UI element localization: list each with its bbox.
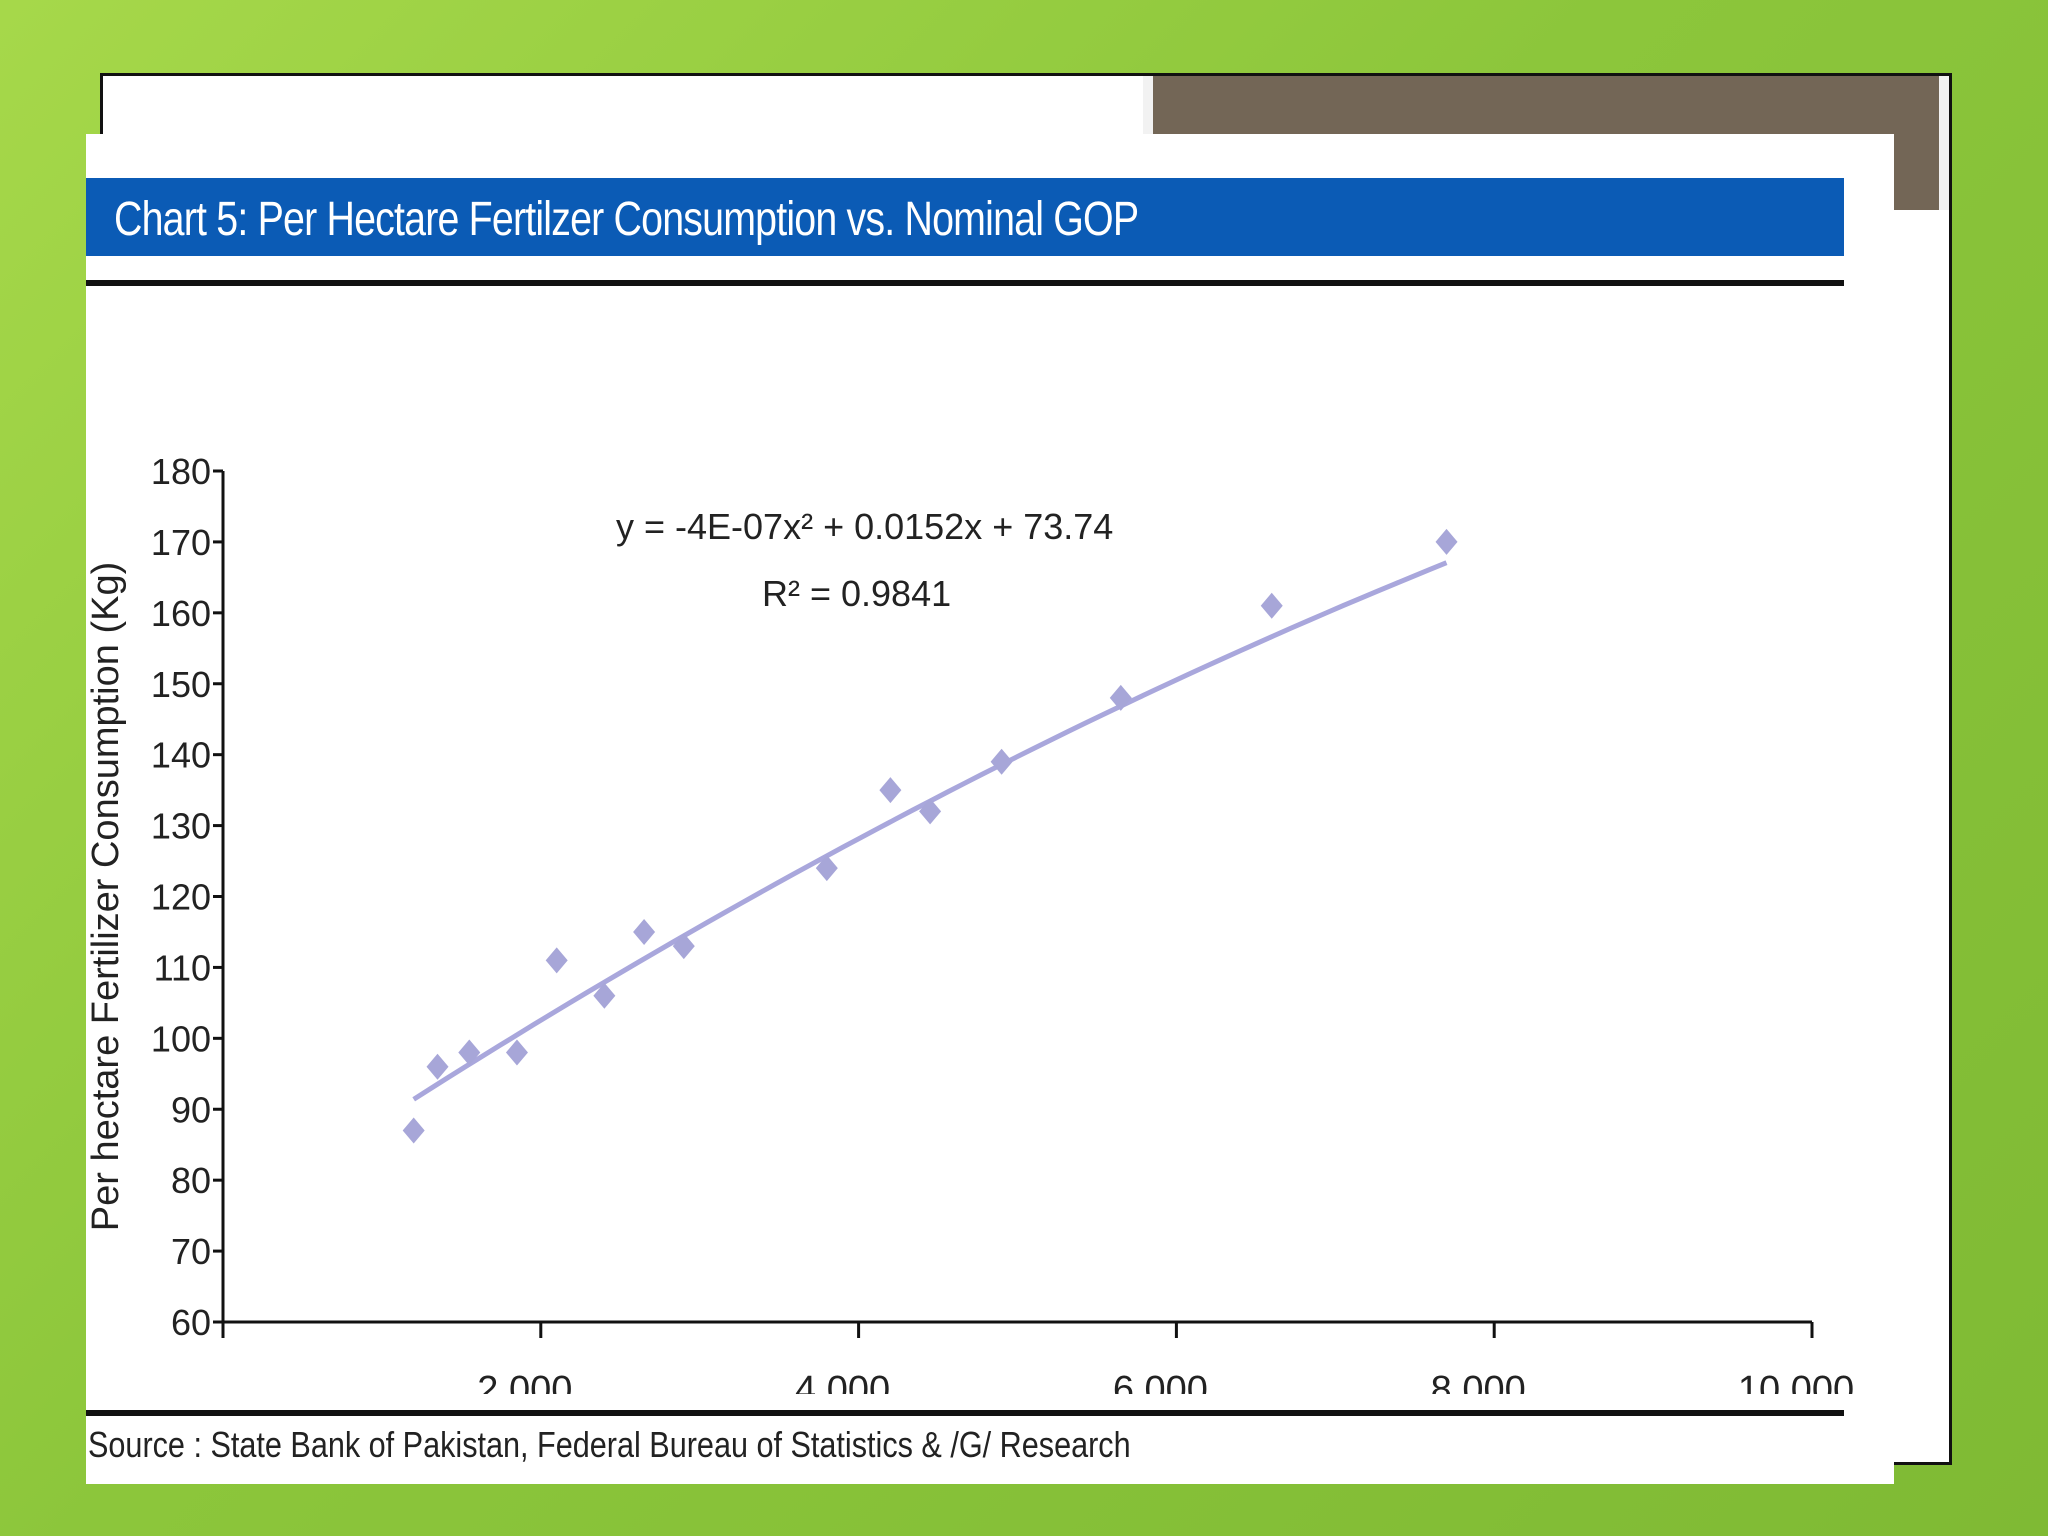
y-axis-title: Per hectare Fertilizer Consumption (Kg) [86,562,127,1231]
y-tick-label: 110 [154,947,211,988]
data-point [990,748,1013,775]
trendline-group [412,560,1448,1102]
data-point [1260,592,1283,619]
data-point [545,947,568,974]
x-tick-label: 8,000 [1431,1369,1526,1394]
title-underline-rule [86,280,1844,286]
y-tick-label: 60 [171,1302,211,1343]
y-tick-label: 90 [171,1089,211,1130]
ticks: 60 70 80 90 100 110 120 130 140 150 160 170 180 2,000… [151,451,1854,1394]
y-tick-label: 120 [151,877,211,918]
data-point [919,798,942,825]
x-tick-label: 2,000 [477,1369,572,1394]
y-tick-label: 170 [151,522,211,563]
data-point [879,777,902,804]
chart-card: Chart 5: Per Hectare Fertilzer Consumpti… [86,134,1894,1484]
x-tick-label: 6,000 [1113,1369,1208,1394]
x-tick-label: 4,000 [795,1369,890,1394]
y-tick-label: 180 [151,451,211,492]
y-tick-label: 160 [151,593,211,634]
points-group [402,528,1458,1144]
y-tick-label: 150 [151,664,211,705]
data-point [593,982,616,1009]
trendline [412,560,1448,1102]
chart-title-bar: Chart 5: Per Hectare Fertilzer Consumpti… [86,178,1844,256]
scatter-chart: 60 70 80 90 100 110 120 130 140 150 160 170 180 2,000… [86,451,1854,1394]
data-point [1109,684,1132,711]
data-point [458,1039,481,1066]
y-tick-label: 140 [151,735,211,776]
data-point [505,1039,528,1066]
y-tick-label: 80 [171,1160,211,1201]
y-tick-label: 130 [151,806,211,847]
y-tick-label: 70 [171,1231,211,1272]
r-squared-label: R² = 0.9841 [762,573,951,614]
labels-group: y = -4E-07x² + 0.0152x + 73.74 R² = 0.984… [86,506,1113,1231]
data-point [815,855,838,882]
data-point [1435,528,1458,555]
data-point [672,933,695,960]
axes [221,471,1812,1324]
data-point [426,1053,449,1080]
source-rule [86,1410,1844,1416]
trendline-equation: y = -4E-07x² + 0.0152x + 73.74 [616,506,1113,547]
y-tick-label: 100 [151,1018,211,1059]
chart-title: Chart 5: Per Hectare Fertilzer Consumpti… [114,193,1139,246]
data-point [402,1117,425,1144]
data-point [633,918,656,945]
source-note: Source : State Bank of Pakistan, Federal… [88,1424,1131,1465]
x-tick-label: 10,000 [1738,1369,1854,1394]
